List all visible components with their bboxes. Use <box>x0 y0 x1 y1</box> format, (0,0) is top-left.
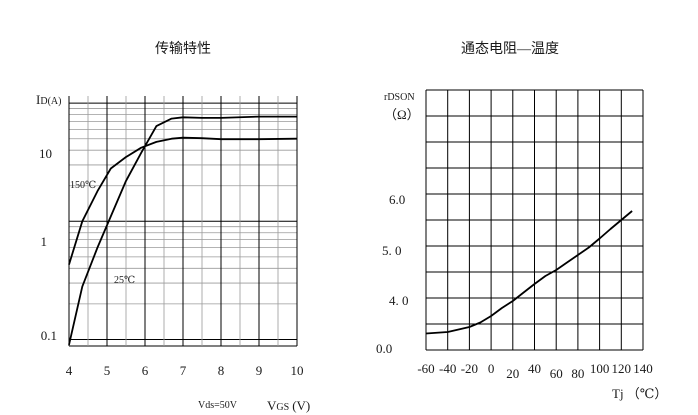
y-axis-label-sub: D(A) <box>40 96 61 107</box>
x-tick-label: 80 <box>571 366 584 381</box>
y-tick-label: 6.0 <box>389 192 405 207</box>
x-axis-label-sub: GS <box>276 402 289 413</box>
y-axis-label-main: rDSON <box>384 92 415 103</box>
y-axis-label-unit: （Ω） <box>384 107 420 122</box>
chart-title: 通态电阻—温度 <box>461 41 559 57</box>
y-tick-label: 0.0 <box>376 341 392 356</box>
x-tick-label: 10 <box>291 363 304 378</box>
x-axis-label-unit: (V) <box>292 398 310 413</box>
x-tick-label: 140 <box>633 361 653 376</box>
y-axis-label-main: I <box>36 92 40 107</box>
x-tick-labels: 4 5 6 7 8 9 10 <box>66 363 304 378</box>
x-tick-label: 5 <box>104 363 111 378</box>
y-tick-label: 1 <box>41 234 48 249</box>
x-tick-label: 8 <box>218 363 225 378</box>
x-tick-label: -40 <box>439 361 456 376</box>
x-tick-label: 4 <box>66 363 73 378</box>
series-label-25c: 25℃ <box>114 275 135 286</box>
x-axis-label-main: V <box>267 398 277 413</box>
transfer-characteristic-chart: 传输特性 ID(A) 10 1 0.1 4 5 6 7 8 9 10 150℃ 25℃ Vd… <box>36 41 310 413</box>
curves <box>425 210 633 335</box>
x-tick-label: -20 <box>461 361 478 376</box>
x-tick-label: 40 <box>528 361 541 376</box>
on-resistance-temperature-chart: 通态电阻—温度 rDSON （Ω） 6.0 5. 0 4. 0 0.0 -60-… <box>376 41 667 401</box>
test-condition: Vds=50V <box>198 400 238 411</box>
x-tick-label: 0 <box>488 361 495 376</box>
x-tick-label: 9 <box>256 363 263 378</box>
y-tick-label: 4. 0 <box>389 293 409 308</box>
x-tick-label: 120 <box>612 361 632 376</box>
series-25c-line <box>68 115 297 346</box>
x-tick-label: 6 <box>142 363 149 378</box>
x-tick-label: 7 <box>180 363 187 378</box>
plot-grid <box>68 96 298 347</box>
rdson-curve <box>425 210 633 335</box>
y-tick-label: 5. 0 <box>382 243 402 258</box>
y-axis-label: ID(A) <box>36 92 61 107</box>
x-tick-label: 100 <box>590 361 610 376</box>
x-tick-label: 20 <box>506 366 519 381</box>
y-tick-label: 10 <box>39 146 52 161</box>
chart-title: 传输特性 <box>155 41 211 57</box>
x-tick-label: 60 <box>550 366 563 381</box>
x-tick-label: -60 <box>417 361 434 376</box>
x-tick-labels: -60 -40 -20 0 20 40 60 80 100 120 140 <box>417 361 652 381</box>
x-axis-label: Tj （℃） <box>612 386 667 401</box>
curves <box>68 115 298 346</box>
y-tick-label: 0.1 <box>41 328 57 343</box>
plot-grid <box>425 89 644 351</box>
series-150c-line <box>68 136 298 265</box>
x-axis-label: VGS (V) <box>267 398 310 413</box>
series-label-150c: 150℃ <box>70 180 96 191</box>
